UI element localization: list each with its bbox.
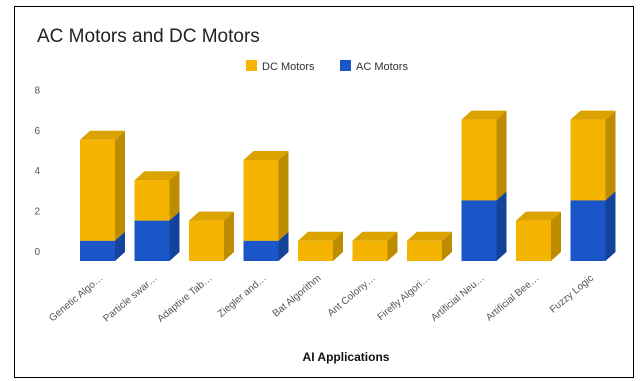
x-axis-ticks: Genetic Algo…Particle swar…Adaptive Tab……: [47, 273, 596, 325]
bar-dc-motors: [352, 231, 398, 261]
x-tick-label: Ant Colony…: [326, 273, 378, 319]
bar-dc-motors: [189, 211, 234, 261]
bar-dc-motors: [407, 231, 452, 261]
x-axis-label: AI Applications: [303, 350, 390, 364]
x-tick-label: Bat Algorithm: [271, 273, 324, 320]
y-tick-label: 6: [34, 126, 40, 137]
x-tick-label: Particle swar…: [101, 273, 160, 325]
legend: DC Motors AC Motors: [246, 60, 408, 73]
bar-dc-motors: [570, 110, 616, 201]
legend-label: DC Motors: [262, 61, 315, 73]
bar-dc-motors: [80, 130, 125, 241]
bar-dc-motors: [243, 151, 289, 241]
legend-swatch: [246, 60, 257, 71]
bar-dc-motors: [134, 171, 180, 221]
legend-label: AC Motors: [356, 61, 408, 73]
bar-dc-motors: [461, 110, 507, 201]
x-tick-label: Firefly Algori…: [376, 273, 433, 323]
x-tick-label: Artificial Bee…: [484, 273, 541, 324]
x-tick-label: Genetic Algo…: [47, 273, 105, 324]
bar-ac-motors: [461, 191, 507, 261]
bar-dc-motors: [516, 211, 561, 261]
y-axis-ticks: 0 2 4 6 8: [34, 85, 40, 258]
bars: [80, 110, 616, 261]
y-tick-label: 2: [34, 207, 40, 218]
bar-ac-motors: [570, 191, 616, 261]
x-tick-label: Artificial Neu…: [429, 273, 487, 324]
y-tick-label: 0: [34, 247, 40, 258]
x-tick-label: Ziegler and…: [216, 273, 269, 320]
y-tick-label: 4: [34, 166, 40, 177]
x-tick-label: Adaptive Tab…: [156, 273, 215, 325]
bar-dc-motors: [298, 231, 343, 261]
y-tick-label: 8: [34, 85, 40, 96]
x-tick-label: Fuzzy Logic: [548, 273, 596, 316]
legend-swatch: [340, 60, 351, 71]
chart-title: AC Motors and DC Motors: [37, 26, 260, 47]
